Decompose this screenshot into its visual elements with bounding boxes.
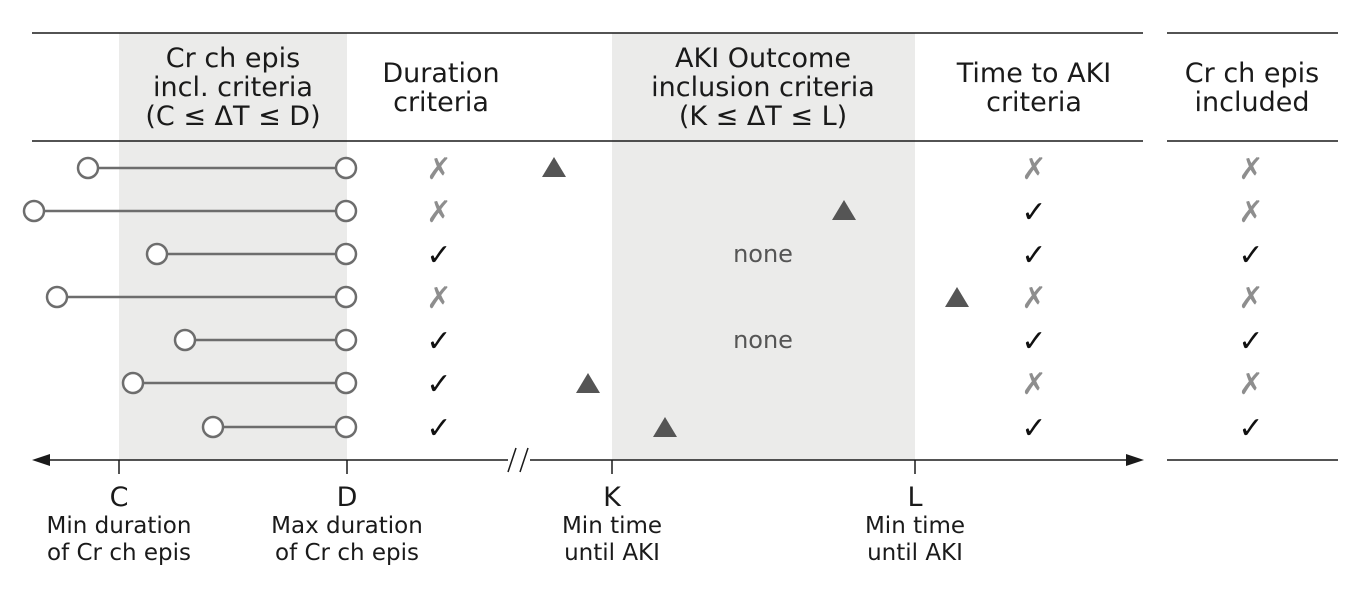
- tick-desc: of Cr ch epis: [275, 540, 419, 566]
- tick-label-k: K: [603, 482, 622, 513]
- aki-triangle-icon: [653, 417, 677, 437]
- no-aki-label: none: [733, 240, 793, 268]
- time-to-aki-marks: ✗ ✓ ✓ ✗ ✓ ✗ ✓: [1021, 152, 1046, 446]
- time-axis: [32, 447, 1144, 474]
- header-line: (K ≤ ΔT ≤ L): [679, 101, 847, 132]
- header-line: inclusion criteria: [651, 72, 875, 103]
- header-line: (C ≤ ΔT ≤ D): [145, 101, 320, 132]
- header-included: Cr ch epis included: [1185, 58, 1319, 118]
- duration-mark: ✓: [426, 324, 451, 359]
- episode-start-circle: [145, 242, 169, 266]
- episode-end-circle: [334, 242, 358, 266]
- duration-mark: ✗: [426, 152, 451, 187]
- axis-break-icon: [519, 447, 529, 473]
- tick-label-l: L: [907, 482, 922, 513]
- episode-start-circle: [76, 156, 100, 180]
- axis-arrow-left-icon: [32, 454, 50, 466]
- duration-mark: ✓: [426, 411, 451, 446]
- header-line: AKI Outcome: [675, 43, 851, 74]
- no-aki-label: none: [733, 326, 793, 354]
- tick-label-d: D: [337, 482, 358, 513]
- aki-outcome-band: [612, 33, 915, 460]
- tick-desc: until AKI: [867, 540, 963, 566]
- axis-arrow-right-icon: [1126, 454, 1144, 466]
- header-line: incl. criteria: [153, 72, 313, 103]
- episode-start-circle: [22, 199, 46, 223]
- axis-break-icon: [507, 447, 517, 473]
- duration-mark: ✓: [426, 238, 451, 273]
- included-mark: ✓: [1238, 411, 1263, 446]
- tick-desc: Max duration: [271, 513, 423, 539]
- time-to-aki-mark: ✗: [1021, 152, 1046, 187]
- header-duration: Duration criteria: [382, 58, 499, 118]
- header-cr-ch-epis-incl: Cr ch epis incl. criteria (C ≤ ΔT ≤ D): [145, 43, 320, 132]
- included-mark: ✗: [1238, 152, 1263, 187]
- header-line: Cr ch epis: [1185, 58, 1319, 89]
- tick-desc: Min duration: [47, 513, 192, 539]
- aki-triangle-icon: [576, 373, 600, 393]
- episode-end-circle: [334, 328, 358, 352]
- header-line: Cr ch epis: [166, 43, 300, 74]
- included-mark: ✓: [1238, 238, 1263, 273]
- tick-label-c: C: [110, 482, 129, 513]
- duration-marks: ✗ ✗ ✓ ✗ ✓ ✓ ✓: [426, 152, 451, 446]
- header-line: Duration: [382, 58, 499, 89]
- duration-mark: ✓: [426, 367, 451, 402]
- time-to-aki-mark: ✓: [1021, 195, 1046, 230]
- included-marks: ✗ ✗ ✓ ✗ ✓ ✗ ✓: [1238, 152, 1263, 446]
- episode-end-circle: [334, 415, 358, 439]
- included-mark: ✗: [1238, 367, 1263, 402]
- time-to-aki-mark: ✗: [1021, 281, 1046, 316]
- tick-desc: until AKI: [564, 540, 660, 566]
- episode-end-circle: [334, 199, 358, 223]
- header-line: Time to AKI: [956, 58, 1112, 89]
- header-time-to-aki: Time to AKI criteria: [956, 58, 1112, 118]
- aki-event-triangles: [542, 157, 969, 437]
- episode-end-circle: [334, 156, 358, 180]
- time-to-aki-mark: ✗: [1021, 367, 1046, 402]
- episode-start-circle: [121, 371, 145, 395]
- axis-labels: C Min duration of Cr ch epis D Max durat…: [47, 482, 966, 566]
- time-to-aki-mark: ✓: [1021, 411, 1046, 446]
- episode-segments: [22, 156, 358, 439]
- aki-triangle-icon: [542, 157, 566, 177]
- episode-start-circle: [201, 415, 225, 439]
- included-mark: ✓: [1238, 324, 1263, 359]
- episode-end-circle: [334, 285, 358, 309]
- time-to-aki-mark: ✓: [1021, 324, 1046, 359]
- header-line: included: [1195, 87, 1310, 118]
- tick-desc: Min time: [865, 513, 965, 539]
- duration-mark: ✗: [426, 281, 451, 316]
- header-line: criteria: [393, 87, 489, 118]
- header-line: criteria: [986, 87, 1082, 118]
- episode-end-circle: [334, 371, 358, 395]
- header-aki-outcome: AKI Outcome inclusion criteria (K ≤ ΔT ≤…: [651, 43, 875, 132]
- included-mark: ✗: [1238, 281, 1263, 316]
- duration-mark: ✗: [426, 195, 451, 230]
- tick-desc: Min time: [562, 513, 662, 539]
- episode-start-circle: [173, 328, 197, 352]
- time-to-aki-mark: ✓: [1021, 238, 1046, 273]
- aki-triangle-icon: [945, 287, 969, 307]
- included-mark: ✗: [1238, 195, 1263, 230]
- tick-desc: of Cr ch epis: [47, 540, 191, 566]
- aki-triangle-icon: [832, 200, 856, 220]
- episode-start-circle: [45, 285, 69, 309]
